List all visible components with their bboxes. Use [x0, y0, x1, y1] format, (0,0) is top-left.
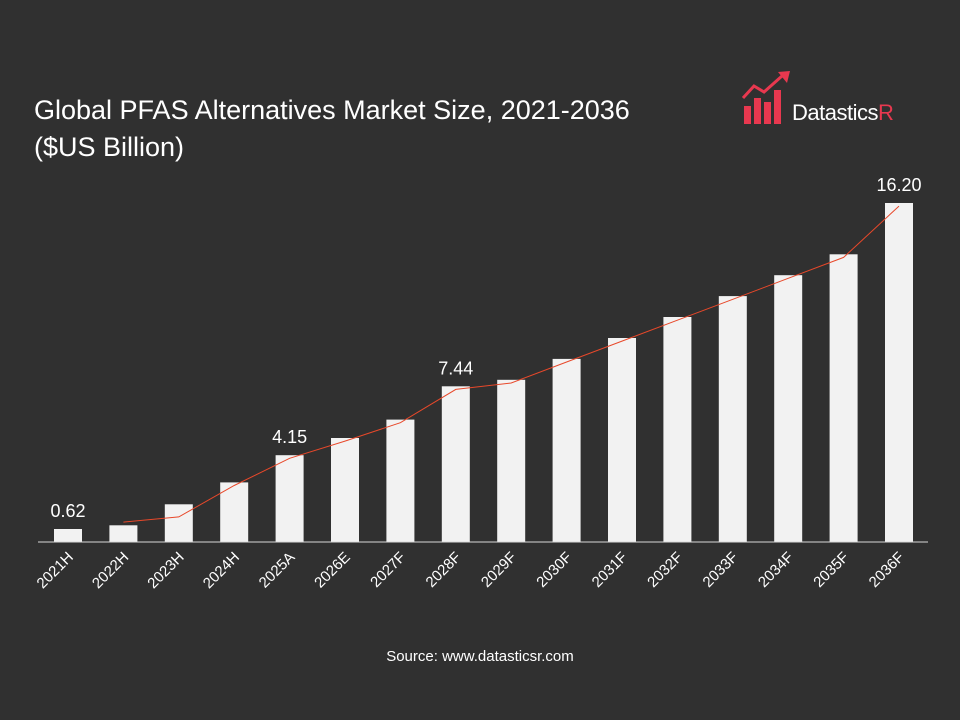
bar-2027F — [386, 419, 415, 542]
x-tick-2036F: 2036F — [866, 549, 908, 591]
x-tick-2023H: 2023H — [144, 549, 187, 592]
brand-name-accent: R — [877, 100, 894, 125]
data-label-2021H: 0.62 — [50, 501, 85, 521]
trendline — [123, 205, 900, 523]
bar-2036F — [885, 203, 913, 542]
x-tick-2034F: 2034F — [755, 549, 797, 591]
bar-2025A — [275, 455, 304, 542]
x-tick-2027F: 2027F — [367, 549, 409, 591]
brand-name: DatasticsR — [792, 100, 894, 126]
x-tick-2028F: 2028F — [423, 549, 465, 591]
x-tick-2022H: 2022H — [89, 549, 132, 592]
x-tick-2026E: 2026E — [311, 549, 354, 592]
data-label-2028F: 7.44 — [438, 358, 473, 378]
bar-2023H — [164, 504, 193, 542]
bar-2031F — [608, 338, 636, 542]
brand-logo: DatasticsR — [742, 70, 922, 130]
bar-chart-arrow-icon — [742, 71, 790, 124]
bar-2030F — [552, 358, 581, 542]
source-text: Source: www.datasticsr.com — [386, 648, 574, 665]
bar-2035F — [829, 254, 858, 543]
bar-2034F — [774, 275, 803, 542]
bar-2028F — [441, 386, 470, 542]
x-tick-2031F: 2031F — [589, 549, 631, 591]
bar-2033F — [718, 296, 747, 542]
bar-2024H — [220, 482, 249, 542]
bar-2022H — [109, 525, 138, 542]
bar-2032F — [663, 317, 692, 542]
x-tick-2029F: 2029F — [478, 549, 520, 591]
x-tick-2032F: 2032F — [644, 549, 686, 591]
x-tick-2035F: 2035F — [810, 549, 852, 591]
x-tick-2025A: 2025A — [256, 549, 299, 592]
bar-2021H — [54, 529, 82, 542]
x-tick-2021H: 2021H — [34, 549, 77, 592]
x-tick-2033F: 2033F — [700, 549, 742, 591]
data-label-2025A: 4.15 — [272, 427, 307, 447]
brand-name-main: Datastics — [792, 100, 878, 125]
bar-2029F — [497, 379, 526, 542]
x-tick-2024H: 2024H — [200, 549, 243, 592]
bar-2026E — [331, 438, 359, 542]
chart-title: Global PFAS Alternatives Market Size, 20… — [34, 92, 714, 166]
x-tick-2030F: 2030F — [533, 549, 575, 591]
data-label-2036F: 16.20 — [876, 175, 921, 195]
chart-title-line2: ($US Billion) — [34, 132, 185, 162]
chart-title-line1: Global PFAS Alternatives Market Size, 20… — [34, 95, 630, 125]
